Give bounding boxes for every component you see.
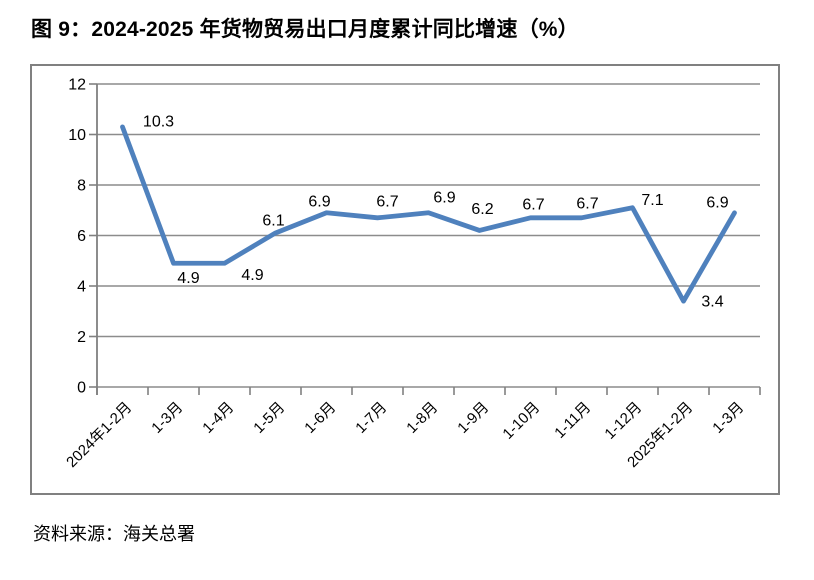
chart-frame: 0 2 4 6 8 10 12 10.3 4.9 4.9 6.1 6.9 6.7 6.9 6.2 6.7 6.7… (30, 64, 780, 495)
line-chart: 0 2 4 6 8 10 12 10.3 4.9 4.9 6.1 6.9 6.7 6.9 6.2 6.7 6.7… (63, 77, 761, 471)
x-tick-label: 1-7月 (352, 399, 390, 437)
x-tick-label: 1-12月 (601, 399, 645, 443)
x-tick-label: 1-9月 (454, 399, 492, 437)
data-point-label: 6.9 (433, 189, 455, 206)
y-tick-label: 4 (77, 279, 86, 296)
x-tick-label: 1-6月 (301, 399, 339, 437)
data-point-label: 6.7 (376, 193, 398, 210)
x-tick-label: 1-10月 (499, 399, 543, 443)
data-point-label: 4.9 (177, 270, 199, 287)
data-point-label: 7.1 (641, 192, 663, 209)
data-point-label: 6.7 (522, 196, 544, 213)
y-tick-label: 0 (77, 380, 86, 397)
y-tick-label: 10 (68, 127, 86, 144)
x-tick-label: 1-5月 (250, 399, 288, 437)
x-tick-label: 1-11月 (551, 399, 594, 442)
data-point-label: 3.4 (701, 294, 723, 311)
y-tick-label: 2 (77, 329, 86, 346)
data-point-label: 6.9 (308, 193, 330, 210)
y-tick-label: 12 (68, 77, 86, 94)
x-tick-label: 2024年1-2月 (63, 399, 135, 471)
x-tick-label: 1-3月 (709, 399, 747, 437)
y-tick-label: 6 (77, 228, 86, 245)
data-point-label: 6.7 (576, 195, 598, 212)
series-line (120, 124, 737, 304)
x-tick-label: 1-8月 (403, 399, 441, 437)
data-point-label: 6.1 (262, 212, 284, 229)
x-tick-label: 1-4月 (199, 399, 237, 437)
data-point-label: 6.9 (706, 194, 728, 211)
data-point-label: 6.2 (471, 201, 493, 218)
x-tick-label: 1-3月 (148, 399, 186, 437)
y-tick-label: 8 (77, 178, 86, 195)
source-note: 资料来源：海关总署 (33, 524, 195, 544)
figure-title: 图 9：2024-2025 年货物贸易出口月度累计同比增速（%） (31, 18, 579, 41)
data-point-label: 10.3 (143, 113, 174, 130)
data-point-label: 4.9 (241, 267, 263, 284)
